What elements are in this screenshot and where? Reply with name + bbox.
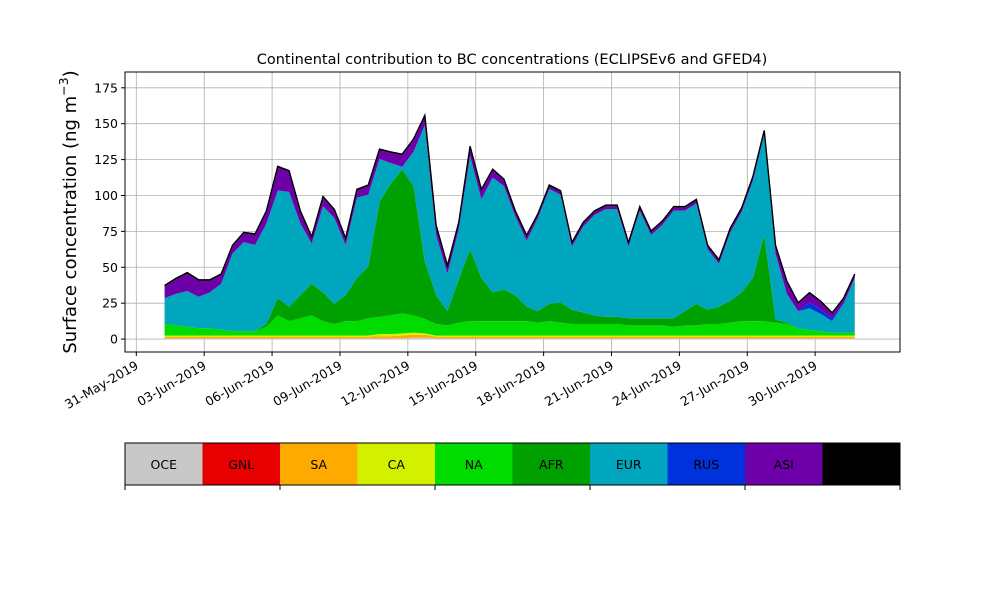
y-tick-label: 50: [102, 260, 118, 275]
x-tick-label: 24-Jun-2019: [610, 358, 684, 409]
legend-label-oce: OCE: [151, 457, 178, 472]
legend-swatch-oce: [125, 443, 203, 485]
area-sa: [164, 334, 855, 339]
y-tick-label: 150: [94, 116, 118, 131]
legend: OCE GNL SA CA NA AFR EUR RUS ASI AUS: [124, 442, 901, 490]
legend-swatch-afr: [512, 443, 590, 485]
legend-swatch-gnl: [202, 443, 280, 485]
plot-frame: [124, 71, 901, 353]
y-tick-label: 125: [94, 152, 118, 167]
x-tick-label: 27-Jun-2019: [678, 358, 752, 409]
y-tick-label: 25: [102, 296, 118, 311]
legend-label-asi: ASI: [774, 457, 794, 472]
legend-swatch-eur: [590, 443, 668, 485]
legend-swatch-na: [435, 443, 513, 485]
y-tick-label: 100: [94, 188, 118, 203]
legend-label-ca: CA: [388, 457, 406, 472]
x-axis: 31-May-201903-Jun-201906-Jun-201909-Jun-…: [62, 352, 820, 412]
x-tick-label: 31-May-2019: [62, 358, 141, 412]
legend-label-na: NA: [465, 457, 483, 472]
chart-title: Continental contribution to BC concentra…: [257, 52, 768, 68]
legend-label-afr: AFR: [539, 457, 564, 472]
legend-label-sa: SA: [310, 457, 327, 472]
legend-swatch-asi: [745, 443, 823, 485]
area-afr: [164, 169, 855, 333]
area-ca: [164, 332, 855, 337]
area-na: [164, 313, 855, 336]
legend-label-aus: AUS: [848, 457, 874, 472]
legend-label-rus: RUS: [693, 457, 719, 472]
x-tick-label: 30-Jun-2019: [745, 358, 819, 409]
legend-swatch-sa: [280, 443, 358, 485]
legend-label-eur: EUR: [616, 457, 642, 472]
y-tick-label: 175: [94, 80, 118, 95]
x-tick-label: 03-Jun-2019: [135, 358, 209, 409]
legend-swatch-aus: [822, 443, 900, 485]
x-tick-label: 21-Jun-2019: [542, 358, 616, 409]
x-tick-label: 18-Jun-2019: [474, 358, 548, 409]
y-axis-label: Surface concentration (ng m−3): [56, 70, 81, 353]
x-tick-label: 09-Jun-2019: [270, 358, 344, 409]
y-tick-label: 0: [110, 332, 118, 347]
legend-frame: [124, 442, 901, 486]
legend-label-gnl: GNL: [228, 457, 254, 472]
x-tick-label: 06-Jun-2019: [202, 358, 276, 409]
x-tick-label: 12-Jun-2019: [338, 358, 412, 409]
legend-swatch-ca: [357, 443, 435, 485]
stacked-areas: [164, 115, 855, 340]
area-eur: [164, 125, 855, 333]
x-tick-label: 15-Jun-2019: [406, 358, 480, 409]
legend-swatch-rus: [667, 443, 745, 485]
y-tick-label: 75: [102, 224, 118, 239]
y-axis: 0 25 50 75 100 125 150 175: [94, 80, 125, 347]
total-outline: [164, 112, 856, 314]
